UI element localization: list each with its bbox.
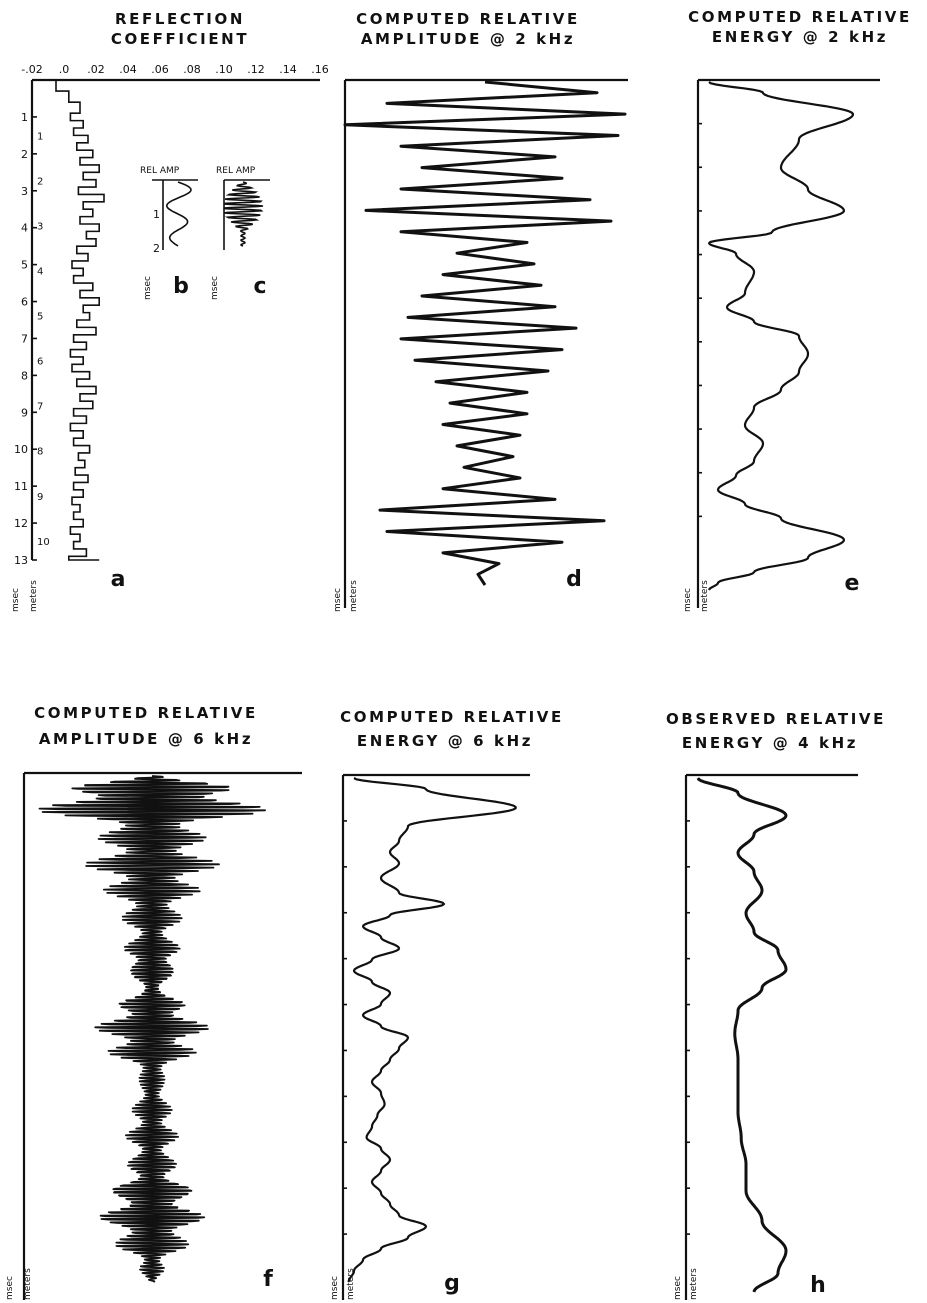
panel-d-title-line1: COMPUTED RELATIVE bbox=[356, 10, 580, 28]
panel-e-title-line1: COMPUTED RELATIVE bbox=[688, 8, 912, 26]
panel-a-ytick: 5 bbox=[21, 259, 28, 272]
panel-b-label: b bbox=[173, 274, 189, 299]
panel-a-depth-tick: 2 bbox=[37, 176, 43, 187]
panel-a-xtick: .16 bbox=[311, 63, 329, 76]
panel-a-ytick: 9 bbox=[21, 406, 28, 419]
panel-f-unit-msec: msec bbox=[5, 1276, 15, 1300]
panel-f-unit-meters: meters bbox=[23, 1268, 33, 1300]
panel-a-depth-ticks: 1 2 3 4 5 6 7 8 9 10 bbox=[37, 131, 50, 547]
panel-h-unit-meters: meters bbox=[689, 1268, 699, 1300]
panel-a-xtick: .14 bbox=[279, 63, 297, 76]
panel-e-title-line2: ENERGY @ 2 kHz bbox=[712, 28, 888, 46]
panel-a-ytick: 3 bbox=[21, 185, 28, 198]
panel-a-depth-tick: 6 bbox=[37, 357, 43, 368]
panel-a-xtick: .12 bbox=[247, 63, 265, 76]
panel-a-ytick: 7 bbox=[21, 332, 28, 345]
panel-b-unit: msec bbox=[143, 276, 153, 300]
panel-a-ytick: 1 bbox=[21, 111, 28, 124]
panel-a-depth-tick: 4 bbox=[37, 267, 43, 278]
panel-c-trace bbox=[223, 181, 264, 247]
panel-a-ytick: 12 bbox=[14, 517, 28, 530]
panel-a-depth-tick: 7 bbox=[37, 402, 43, 413]
panel-d-unit-meters: meters bbox=[349, 580, 359, 612]
panel-a-depth-tick: 1 bbox=[37, 131, 43, 142]
panel-g-unit-meters: meters bbox=[346, 1268, 356, 1300]
panel-e-unit-meters: meters bbox=[700, 580, 710, 612]
panel-e-unit-msec: msec bbox=[683, 588, 693, 612]
panel-d-title-line2: AMPLITUDE @ 2 kHz bbox=[361, 30, 575, 48]
panel-g-title-line2: ENERGY @ 6 kHz bbox=[357, 732, 533, 750]
panel-d-amplitude-trace bbox=[343, 80, 627, 586]
panel-h-title-line2: ENERGY @ 4 kHz bbox=[682, 734, 858, 752]
panel-a-depth-tick: 9 bbox=[37, 492, 43, 503]
panel-c: REL AMP msec c bbox=[210, 166, 270, 300]
panel-h-title-line1: OBSERVED RELATIVE bbox=[666, 710, 886, 728]
panel-g-depth-ticks bbox=[343, 820, 347, 1235]
panel-b-trace bbox=[165, 181, 192, 247]
panel-a: REFLECTION COEFFICIENT -.02 .0 .02 .04 .06 .0… bbox=[11, 10, 329, 612]
panel-a-depth-tick: 3 bbox=[37, 221, 43, 232]
panel-a-ytick: 10 bbox=[14, 443, 28, 456]
panel-a-xtick: -.02 bbox=[21, 63, 42, 76]
panel-a-title-line2: COEFFICIENT bbox=[111, 30, 249, 48]
panel-a-xtick: .0 bbox=[59, 63, 70, 76]
panel-b: REL AMP 1 2 msec b bbox=[140, 166, 198, 300]
panel-g-label: g bbox=[444, 1271, 460, 1296]
panel-a-xtick: .02 bbox=[87, 63, 105, 76]
panel-a-ytick: 4 bbox=[21, 222, 28, 235]
panel-a-ytick: 8 bbox=[21, 369, 28, 382]
panel-c-title: REL AMP bbox=[216, 166, 256, 176]
panel-g-title-line1: COMPUTED RELATIVE bbox=[340, 708, 564, 726]
panel-g-unit-msec: msec bbox=[330, 1276, 340, 1300]
panel-d: COMPUTED RELATIVE AMPLITUDE @ 2 kHz msec… bbox=[333, 10, 628, 612]
panel-e: COMPUTED RELATIVE ENERGY @ 2 kHz msec me… bbox=[683, 8, 912, 612]
panel-f: COMPUTED RELATIVE AMPLITUDE @ 6 kHz msec… bbox=[5, 704, 302, 1300]
panel-h-depth-ticks bbox=[686, 820, 690, 1235]
panel-c-label: c bbox=[253, 274, 266, 299]
panel-f-label: f bbox=[263, 1267, 273, 1292]
panel-a-xtick: .04 bbox=[119, 63, 137, 76]
panel-a-ytick: 2 bbox=[21, 148, 28, 161]
panel-e-energy-trace bbox=[707, 81, 855, 591]
panel-h: OBSERVED RELATIVE ENERGY @ 4 kHz msec me… bbox=[666, 710, 886, 1300]
panel-a-xtick: .08 bbox=[183, 63, 201, 76]
panel-h-label: h bbox=[810, 1273, 826, 1298]
panel-g: COMPUTED RELATIVE ENERGY @ 6 kHz msec me… bbox=[330, 708, 564, 1300]
panel-a-x-ticks: -.02 .0 .02 .04 .06 .08 .10 .12 .14 .16 bbox=[21, 63, 328, 76]
panel-a-unit-msec: msec bbox=[11, 588, 21, 612]
panel-d-unit-msec: msec bbox=[333, 588, 343, 612]
panel-f-title-line2: AMPLITUDE @ 6 kHz bbox=[39, 730, 253, 748]
panel-a-unit-meters: meters bbox=[29, 580, 39, 612]
panel-a-title-line1: REFLECTION bbox=[115, 10, 245, 28]
panel-a-reflection-trace bbox=[55, 80, 105, 561]
panel-h-energy-trace bbox=[696, 777, 788, 1293]
panel-e-label: e bbox=[845, 571, 860, 596]
panel-c-unit: msec bbox=[210, 276, 220, 300]
panel-h-unit-msec: msec bbox=[673, 1276, 683, 1300]
panel-a-depth-tick: 5 bbox=[37, 312, 43, 323]
panel-a-xtick: .06 bbox=[151, 63, 169, 76]
panel-b-ytick-2: 2 bbox=[153, 242, 160, 255]
panel-a-label: a bbox=[111, 567, 126, 592]
panel-b-ytick-1: 1 bbox=[153, 208, 160, 221]
panel-f-title-line1: COMPUTED RELATIVE bbox=[34, 704, 258, 722]
panel-g-energy-trace bbox=[347, 777, 517, 1283]
panel-a-depth-tick: 10 bbox=[37, 537, 50, 548]
panel-a-depth-tick: 8 bbox=[37, 447, 43, 458]
panel-a-xtick: .10 bbox=[215, 63, 233, 76]
panel-f-amplitude-trace bbox=[38, 775, 267, 1283]
panel-a-ytick: 11 bbox=[14, 480, 28, 493]
panel-b-title: REL AMP bbox=[140, 166, 180, 176]
panel-e-depth-ticks bbox=[698, 122, 702, 518]
panel-a-ytick: 13 bbox=[14, 554, 28, 567]
panel-d-label: d bbox=[566, 567, 582, 592]
panel-a-ytick: 6 bbox=[21, 296, 28, 309]
